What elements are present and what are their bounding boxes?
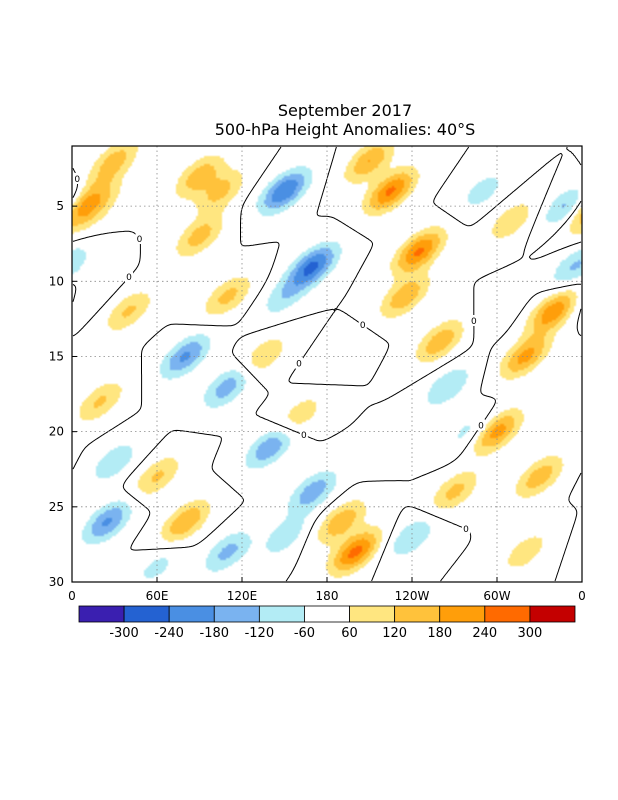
y-tick-label: 15 <box>49 349 64 363</box>
y-tick-label: 25 <box>49 500 64 514</box>
colorbar: -300 -240 -180 -120 -60 60 120 180 240 300 <box>78 605 576 641</box>
contour-label-bg <box>73 173 82 184</box>
colorbar-swatch <box>394 605 441 623</box>
colorbar-label: -300 <box>109 626 139 641</box>
y-axis: 5 10 15 20 25 30 <box>49 199 77 589</box>
contour-label-bg <box>477 419 485 431</box>
contour-label: 0 <box>463 525 469 535</box>
contour-label-bg <box>358 319 367 330</box>
contour-label: 0 <box>471 317 477 327</box>
x-tick-label: 0 <box>68 589 76 603</box>
x-tick-label: 60W <box>483 589 510 603</box>
contour-label-bg <box>295 357 303 369</box>
zero-contours <box>72 146 582 582</box>
contour-label: 0 <box>296 360 302 370</box>
y-tick-label: 30 <box>49 575 64 589</box>
y-tick-label: 5 <box>56 199 64 213</box>
x-tick-label: 120E <box>227 589 258 603</box>
gridlines <box>72 146 582 582</box>
colorbar-swatch <box>349 605 396 623</box>
contour-label-bg <box>125 271 133 283</box>
contour-label: 0 <box>301 431 307 441</box>
y-tick-label: 10 <box>49 274 64 288</box>
contour-label: 0 <box>137 235 143 245</box>
chart-title: September 2017 <box>278 101 412 120</box>
x-tick-label: 120W <box>395 589 430 603</box>
contour-labels: 0 0 0 0 0 0 0 0 0 <box>73 173 485 535</box>
colorbar-swatch <box>123 605 170 623</box>
chart-subtitle: 500-hPa Height Anomalies: 40°S <box>215 120 476 139</box>
contour-label-bg <box>469 315 478 326</box>
colorbar-label: -120 <box>245 626 275 641</box>
contour-label: 0 <box>126 273 132 283</box>
colorbar-label: 60 <box>341 626 358 641</box>
contour-label: 0 <box>360 321 366 331</box>
colorbar-label: 300 <box>517 626 542 641</box>
colorbar-swatch <box>304 605 350 623</box>
colorbar-swatch <box>168 605 215 623</box>
zero-contour-line <box>72 146 582 582</box>
colorbar-label: 120 <box>382 626 407 641</box>
contour-label-bg <box>462 523 470 534</box>
colorbar-swatch <box>529 605 576 623</box>
contour-label: 0 <box>74 175 80 185</box>
contour-label: 0 <box>478 421 484 431</box>
colorbar-swatch <box>213 605 260 623</box>
colorbar-label: -180 <box>200 626 230 641</box>
colorbar-swatch <box>484 605 531 623</box>
plot-area <box>72 146 582 582</box>
colorbar-swatch <box>78 605 125 623</box>
colorbar-label: -240 <box>154 626 184 641</box>
colorbar-label: -60 <box>294 626 315 641</box>
x-tick-label: 60E <box>146 589 169 603</box>
y-tick-label: 20 <box>49 425 64 439</box>
colorbar-swatch <box>439 605 486 623</box>
colorbar-label: 180 <box>427 626 452 641</box>
x-tick-label: 0 <box>578 589 586 603</box>
contour-label-bg <box>299 429 308 440</box>
x-tick-label: 180 <box>316 589 339 603</box>
colorbar-label: 240 <box>472 626 497 641</box>
colorbar-swatch <box>258 605 305 623</box>
contour-label-bg <box>135 233 144 244</box>
x-axis: 0 60E 120E 180 120W 60W 0 <box>68 577 586 603</box>
